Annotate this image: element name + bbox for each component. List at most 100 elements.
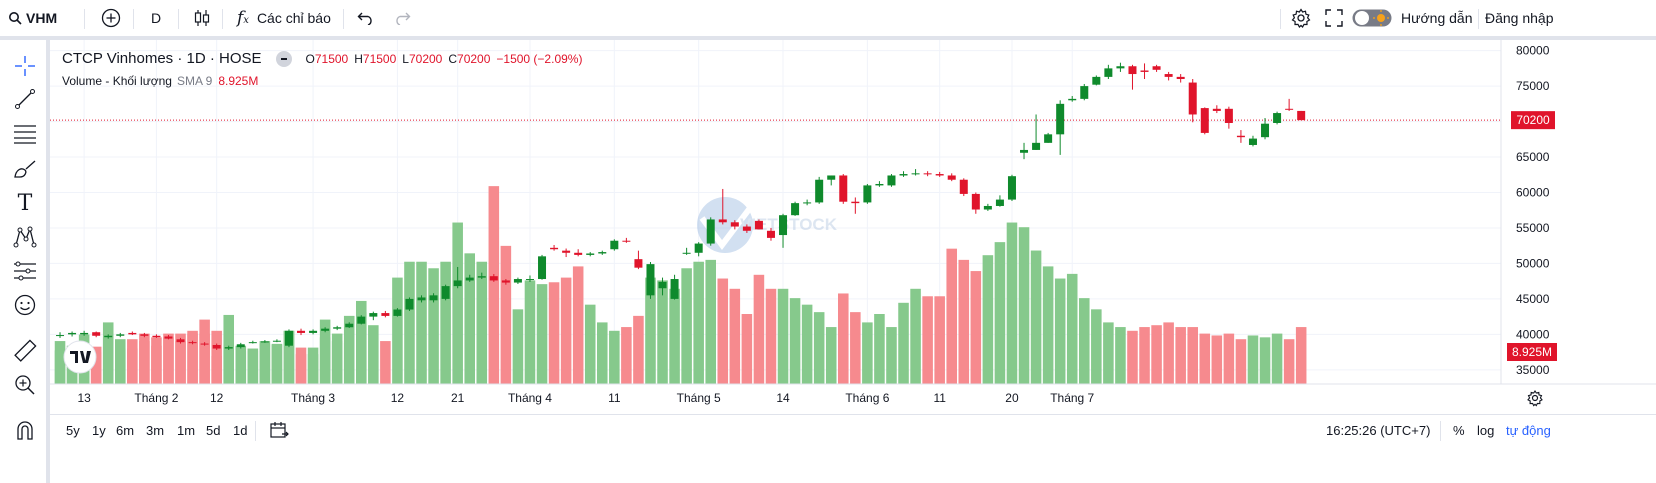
volume-bar-overlay (127, 339, 138, 384)
symbol-search[interactable]: VHM (8, 0, 57, 36)
trend-line-tool[interactable] (12, 86, 38, 112)
text-tool[interactable]: T (12, 190, 38, 216)
axis-settings-icon[interactable] (1527, 389, 1543, 407)
volume-bar (488, 186, 500, 384)
candle-body (694, 243, 703, 253)
candle-body (176, 339, 185, 343)
pattern-icon (13, 226, 37, 248)
volume-bar-overlay (319, 337, 331, 384)
volume-bar (681, 268, 692, 384)
volume-bar (452, 222, 463, 384)
percent-scale-toggle[interactable]: % (1453, 423, 1465, 438)
measure-tool[interactable] (12, 258, 38, 284)
settings-button[interactable] (1291, 0, 1311, 36)
top-toolbar: VHM D fx Các chỉ báo Hướng dẫn Đăng nhập (0, 0, 1656, 40)
candle-body (1248, 138, 1257, 145)
volume-bar (825, 327, 837, 384)
candle-body (875, 183, 884, 186)
candle-body (1020, 149, 1029, 153)
volume-bar (1030, 250, 1042, 384)
candle-body (405, 298, 414, 310)
candle-body (779, 215, 788, 236)
volume-bar-overlay (187, 333, 198, 384)
gear-icon (1527, 389, 1543, 407)
volume-bar-overlay (356, 300, 367, 384)
candle-body (730, 222, 739, 227)
price-tick-label: 55000 (1516, 221, 1550, 235)
volume-bar (777, 288, 789, 384)
range-6m[interactable]: 6m (116, 423, 135, 438)
candle-body (489, 276, 498, 281)
minus-icon (280, 57, 287, 60)
candle-body (188, 342, 197, 344)
range-5y[interactable]: 5y (66, 423, 80, 438)
candle-body (1032, 142, 1041, 150)
high-label: H (354, 51, 363, 66)
time-tick-label: Tháng 7 (1050, 391, 1094, 405)
emoji-tool[interactable] (12, 292, 38, 318)
candle-body (742, 226, 751, 231)
candle-body (803, 202, 812, 204)
candle-body (598, 252, 607, 254)
symbol-label: VHM (26, 10, 58, 26)
volume-bar (416, 261, 427, 384)
fullscreen-button[interactable] (1325, 0, 1343, 36)
volume-bar (922, 296, 933, 384)
sliders-icon (14, 261, 36, 281)
login-button[interactable]: Đăng nhập (1485, 0, 1554, 36)
price-chart[interactable]: VIETSTOCK 35000 40000 45000 50000 55000 60000 6… (50, 40, 1656, 414)
price-tick-label: 40000 (1516, 327, 1550, 341)
log-scale-toggle[interactable]: log (1477, 423, 1495, 438)
legend-collapse-button[interactable] (275, 50, 292, 67)
volume-bar (1139, 327, 1150, 384)
plus-circle-icon (101, 8, 121, 28)
time-tick-label: 20 (1005, 391, 1019, 405)
auto-scale-toggle[interactable]: tự động (1506, 423, 1551, 438)
candle-body (1140, 70, 1149, 72)
candle-body (309, 330, 318, 333)
guide-link[interactable]: Hướng dẫn (1401, 0, 1472, 36)
candle-body (538, 256, 547, 280)
range-1m[interactable]: 1m (177, 423, 196, 438)
candle-body (381, 313, 390, 316)
pattern-tool[interactable] (12, 224, 38, 250)
theme-toggle[interactable] (1352, 0, 1392, 36)
range-1d[interactable]: 1d (233, 423, 248, 438)
redo-button[interactable] (393, 0, 411, 36)
candle-body (224, 347, 233, 349)
volume-bar (524, 280, 536, 384)
chart-type-button[interactable] (193, 0, 211, 36)
candle-body (1285, 108, 1294, 110)
watermark-text: VIETSTOCK (740, 215, 838, 234)
compare-button[interactable] (101, 0, 121, 36)
crosshair-tool[interactable] (12, 53, 38, 79)
volume-bar (380, 341, 391, 384)
candle-body (441, 286, 450, 299)
range-5d[interactable]: 5d (206, 423, 221, 438)
low-value: 70200 (408, 51, 443, 66)
candle-body (658, 281, 667, 289)
interval-button[interactable]: D (151, 0, 161, 36)
candle-body (1152, 66, 1161, 70)
horizontal-lines-icon (14, 125, 36, 144)
ruler-tool[interactable] (12, 338, 38, 364)
zoom-tool[interactable] (12, 372, 38, 398)
date-range-button[interactable] (269, 420, 289, 445)
candle-body (321, 328, 330, 331)
chart-legend: CTCP Vinhomes · 1D · HOSE O 71500 H 71500 … (62, 50, 582, 67)
time-tick-label: Tháng 5 (677, 391, 721, 405)
candle-body (887, 175, 896, 186)
calendar-icon (270, 422, 289, 438)
price-tick-label: 65000 (1516, 150, 1550, 164)
magnet-tool[interactable] (12, 417, 38, 443)
range-1y[interactable]: 1y (92, 423, 106, 438)
fib-tool[interactable] (12, 121, 38, 147)
indicators-button[interactable]: fx Các chỉ báo (237, 0, 331, 36)
brush-tool[interactable] (12, 156, 38, 182)
volume-bar (536, 284, 548, 384)
volume-bar-overlay (163, 337, 174, 384)
candles (56, 62, 1306, 350)
undo-button[interactable] (357, 0, 375, 36)
range-3m[interactable]: 3m (146, 423, 165, 438)
volume-bar (1199, 333, 1211, 384)
